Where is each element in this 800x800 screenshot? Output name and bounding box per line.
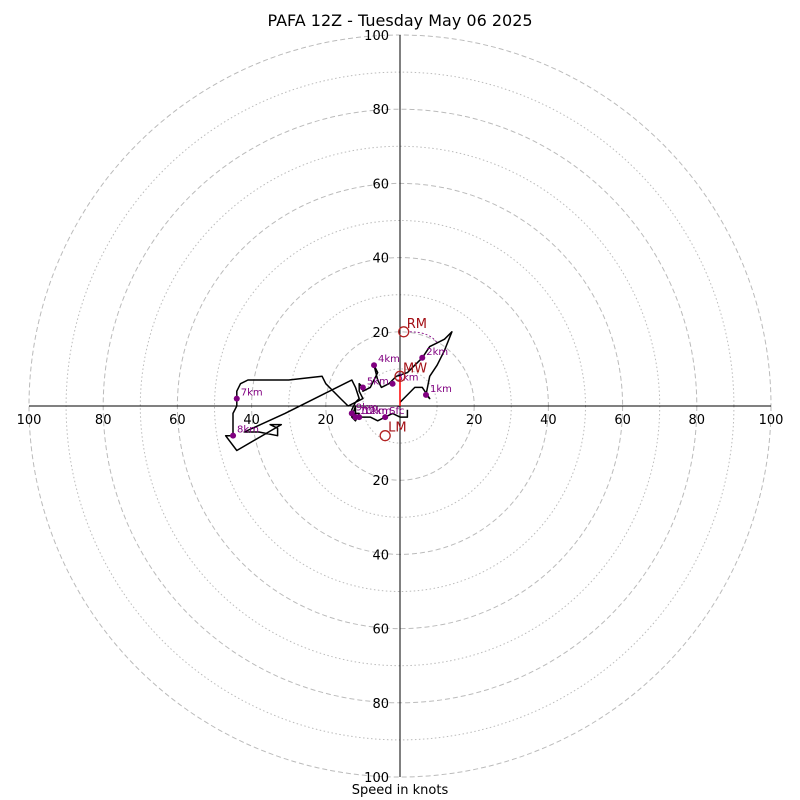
height-marker-label: 3km	[397, 373, 419, 384]
wind-trace	[224, 331, 453, 452]
storm-motion-label: RM	[407, 317, 427, 332]
height-marker	[422, 391, 429, 398]
height-marker-label: 4km	[378, 354, 400, 365]
x-tick-label: 60	[169, 413, 186, 428]
x-axis-label: Speed in knots	[351, 783, 449, 798]
height-marker-label: 7km	[241, 388, 263, 399]
storm-motion-marker	[394, 370, 406, 382]
height-marker	[382, 414, 389, 421]
y-tick-label: 100	[364, 29, 389, 44]
y-tick-label: 40	[372, 252, 389, 267]
height-marker-label: 8km	[237, 425, 259, 436]
height-marker	[389, 380, 396, 387]
storm-motion-label: MW	[403, 361, 427, 376]
chart-title: PAFA 12Z - Tuesday May 06 2025	[267, 11, 533, 30]
storm-motion-marker	[398, 326, 410, 338]
y-tick-label: 100	[364, 771, 389, 786]
x-tick-label: 100	[17, 413, 42, 428]
height-marker	[230, 432, 237, 439]
y-tick-label: 40	[372, 548, 389, 563]
x-tick-label: 80	[95, 413, 112, 428]
storm-motion: RM MW LM	[379, 317, 438, 442]
x-tick-label: 80	[689, 413, 706, 428]
height-marker-label: 9km	[356, 402, 378, 413]
y-tick-label: 20	[372, 326, 389, 341]
height-marker-label: 1km	[430, 384, 452, 395]
tick-labels: 100 100 100 100 80 80 80 80 60 60 60 60 40 40 40 40 20 20…	[17, 29, 784, 786]
height-marker	[356, 414, 363, 421]
storm-motion-label: LM	[388, 421, 406, 436]
y-tick-label: 20	[372, 474, 389, 489]
x-tick-label: 20	[466, 413, 483, 428]
y-tick-label: 80	[372, 697, 389, 712]
height-marker	[348, 410, 355, 417]
height-marker	[419, 354, 426, 361]
rm-arc	[409, 331, 438, 344]
x-tick-label: 40	[243, 413, 260, 428]
x-tick-label: 100	[759, 413, 784, 428]
storm-motion-marker	[379, 430, 391, 442]
x-tick-label: 20	[318, 413, 335, 428]
height-marker-label: 10km	[359, 406, 387, 417]
height-marker-label: 2km	[426, 347, 448, 358]
wind-trace-line	[224, 331, 453, 452]
height-marker-label: 5km	[367, 376, 389, 387]
x-tick-label: 60	[614, 413, 631, 428]
y-tick-label: 80	[372, 103, 389, 118]
y-tick-label: 60	[372, 177, 389, 192]
height-marker	[359, 384, 366, 391]
height-marker-label: Sfc	[389, 406, 404, 417]
x-tick-label: 40	[540, 413, 557, 428]
height-marker-label: 12km	[363, 406, 391, 417]
height-marker	[371, 362, 378, 369]
y-tick-label: 60	[372, 623, 389, 638]
height-marker	[233, 395, 240, 402]
